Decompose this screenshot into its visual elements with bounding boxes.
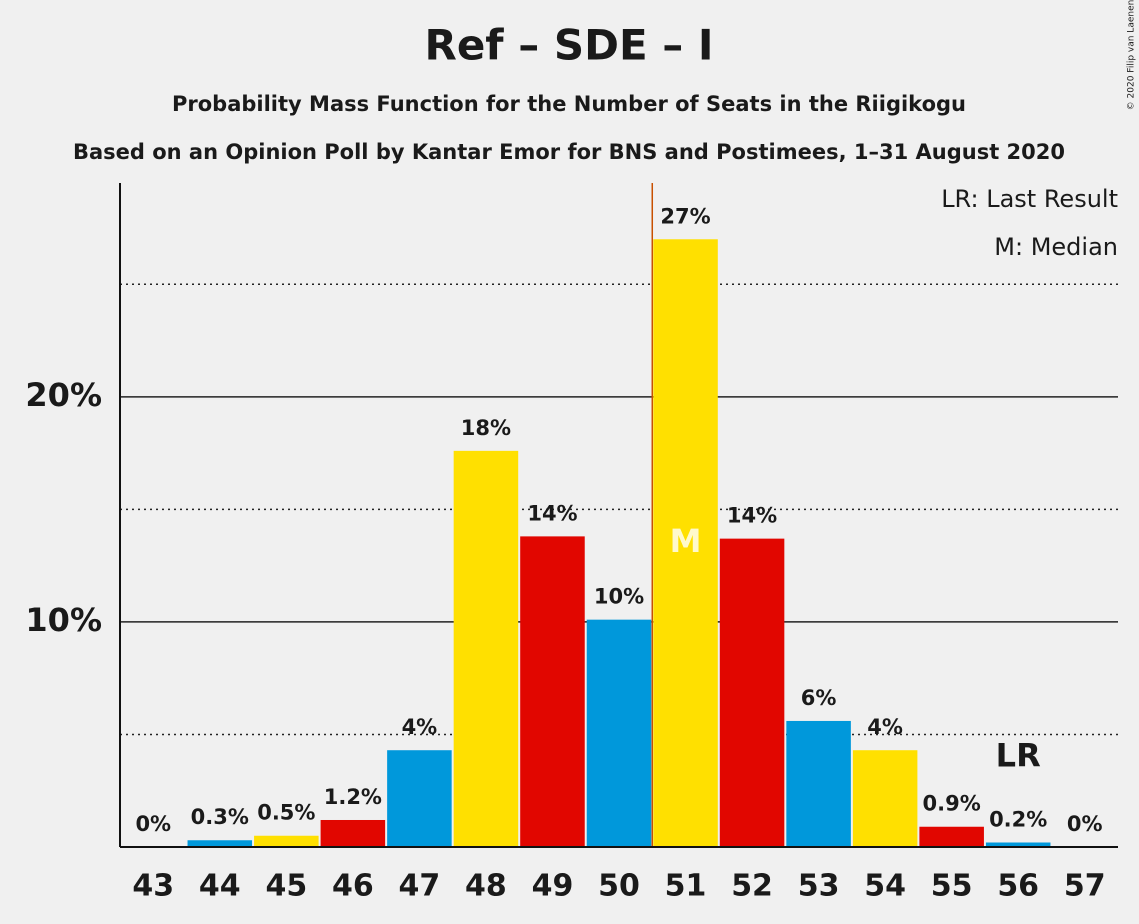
bar — [653, 239, 718, 847]
value-label: 14% — [727, 504, 777, 528]
y-tick-label: 20% — [25, 376, 102, 414]
last-result-marker: LR — [996, 736, 1041, 774]
bar — [320, 819, 386, 847]
x-tick-label: 51 — [665, 869, 707, 904]
bar — [985, 842, 1051, 847]
x-tick-label: 44 — [199, 869, 241, 904]
x-tick-label: 52 — [731, 869, 773, 904]
value-label: 0% — [135, 812, 171, 836]
x-tick-label: 54 — [864, 869, 906, 904]
value-label: 1.2% — [324, 785, 382, 809]
value-label: 0.2% — [989, 807, 1047, 831]
value-label: 10% — [594, 585, 644, 609]
value-label: 0.9% — [923, 792, 981, 816]
copyright: © 2020 Filip van Laenen — [1127, 0, 1137, 110]
bar — [919, 826, 984, 847]
value-label: 14% — [527, 501, 577, 525]
x-tick-label: 57 — [1064, 869, 1106, 904]
bar — [520, 536, 585, 847]
median-marker: M — [670, 522, 702, 560]
x-tick-label: 46 — [332, 869, 374, 904]
value-label: 0.5% — [257, 801, 315, 825]
value-label: 4% — [402, 715, 438, 739]
y-tick-label: 10% — [25, 601, 102, 639]
value-label: 4% — [867, 715, 903, 739]
x-tick-label: 48 — [465, 869, 507, 904]
bar — [719, 538, 785, 847]
bar — [586, 619, 652, 847]
x-tick-label: 43 — [132, 869, 174, 904]
chart-title: Ref – SDE – I — [424, 21, 713, 70]
bar — [453, 450, 519, 847]
bar — [786, 720, 851, 847]
value-label: 6% — [801, 686, 837, 710]
bar — [187, 840, 253, 847]
bar — [852, 750, 918, 847]
value-label: 27% — [660, 204, 710, 228]
x-tick-label: 55 — [931, 869, 973, 904]
chart-caption: Based on an Opinion Poll by Kantar Emor … — [73, 140, 1065, 164]
bar — [387, 750, 452, 847]
legend-median: M: Median — [994, 233, 1118, 261]
legend-last-result: LR: Last Result — [941, 185, 1118, 213]
value-label: 0% — [1067, 812, 1103, 836]
x-tick-label: 45 — [265, 869, 307, 904]
value-label: 0.3% — [191, 805, 249, 829]
x-tick-label: 50 — [598, 869, 640, 904]
x-tick-label: 56 — [997, 869, 1039, 904]
x-tick-label: 53 — [798, 869, 840, 904]
value-label: 18% — [461, 416, 511, 440]
x-tick-label: 49 — [532, 869, 574, 904]
bar — [254, 835, 319, 847]
chart-subtitle: Probability Mass Function for the Number… — [172, 92, 966, 116]
x-tick-label: 47 — [399, 869, 441, 904]
